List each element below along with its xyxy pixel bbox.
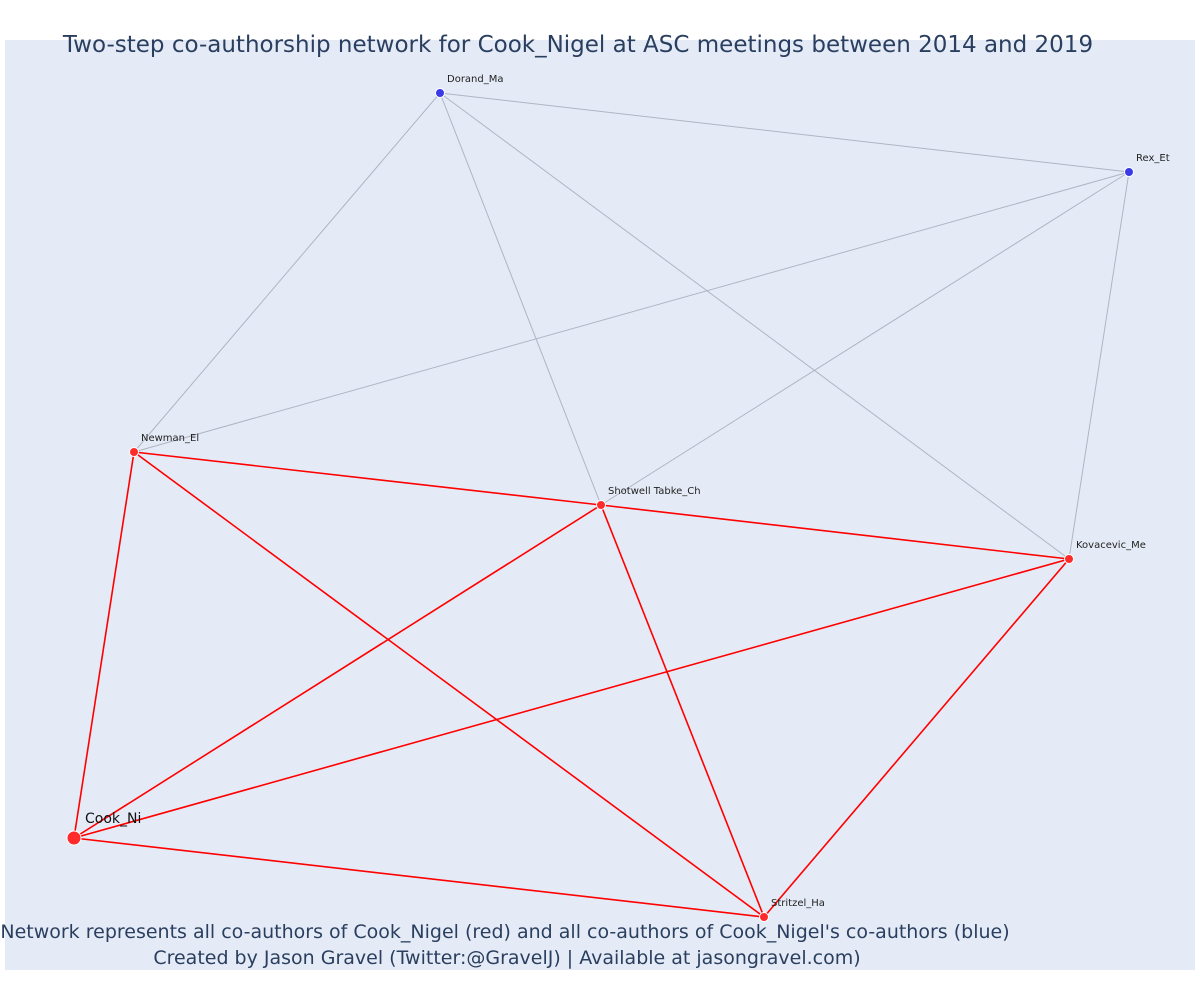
node-label-stritzel: Stritzel_Ha	[771, 898, 825, 909]
node-shotwell[interactable]	[596, 500, 606, 510]
edge-newman-stritzel	[133, 451, 765, 918]
edge-rex-kovacevic	[1068, 171, 1130, 560]
edge-newman-shotwell	[133, 451, 602, 506]
edge-shotwell-cook	[73, 504, 602, 839]
edge-dorand-shotwell	[439, 92, 602, 506]
caption-line-2: Created by Jason Gravel (Twitter:@Gravel…	[153, 947, 860, 969]
node-label-dorand: Dorand_Ma	[447, 74, 504, 85]
figure-title: Two-step co-authorship network for Cook_…	[62, 32, 1093, 58]
node-label-newman: Newman_El	[141, 433, 199, 444]
edge-dorand-kovacevic	[439, 92, 1070, 560]
node-cook[interactable]	[66, 830, 82, 846]
edge-rex-newman	[133, 171, 1130, 453]
node-stritzel[interactable]	[759, 912, 769, 922]
edge-dorand-newman	[133, 92, 441, 453]
edge-dorand-rex	[439, 92, 1130, 173]
edge-kovacevic-cook	[73, 558, 1070, 839]
edge-shotwell-kovacevic	[600, 504, 1070, 560]
edge-layer	[73, 92, 1130, 918]
node-newman[interactable]	[129, 447, 139, 457]
edge-shotwell-stritzel	[600, 504, 765, 918]
edge-cook-stritzel	[73, 837, 765, 918]
node-label-shotwell: Shotwell Tabke_Ch	[608, 486, 701, 497]
node-label-rex: Rex_Et	[1136, 153, 1170, 164]
node-label-kovacevic: Kovacevic_Me	[1076, 540, 1146, 551]
caption-line-1: Network represents all co-authors of Coo…	[0, 921, 1009, 943]
node-kovacevic[interactable]	[1064, 554, 1074, 564]
node-label-cook: Cook_Ni	[85, 811, 141, 827]
edge-newman-cook	[73, 451, 135, 839]
node-dorand[interactable]	[435, 88, 445, 98]
node-rex[interactable]	[1124, 167, 1134, 177]
edge-rex-shotwell	[600, 171, 1130, 506]
label-layer: Dorand_Ma Rex_Et Newman_El Shotwell Tabke_C…	[85, 74, 1170, 909]
node-layer	[66, 88, 1134, 922]
edge-kovacevic-stritzel	[763, 558, 1070, 918]
